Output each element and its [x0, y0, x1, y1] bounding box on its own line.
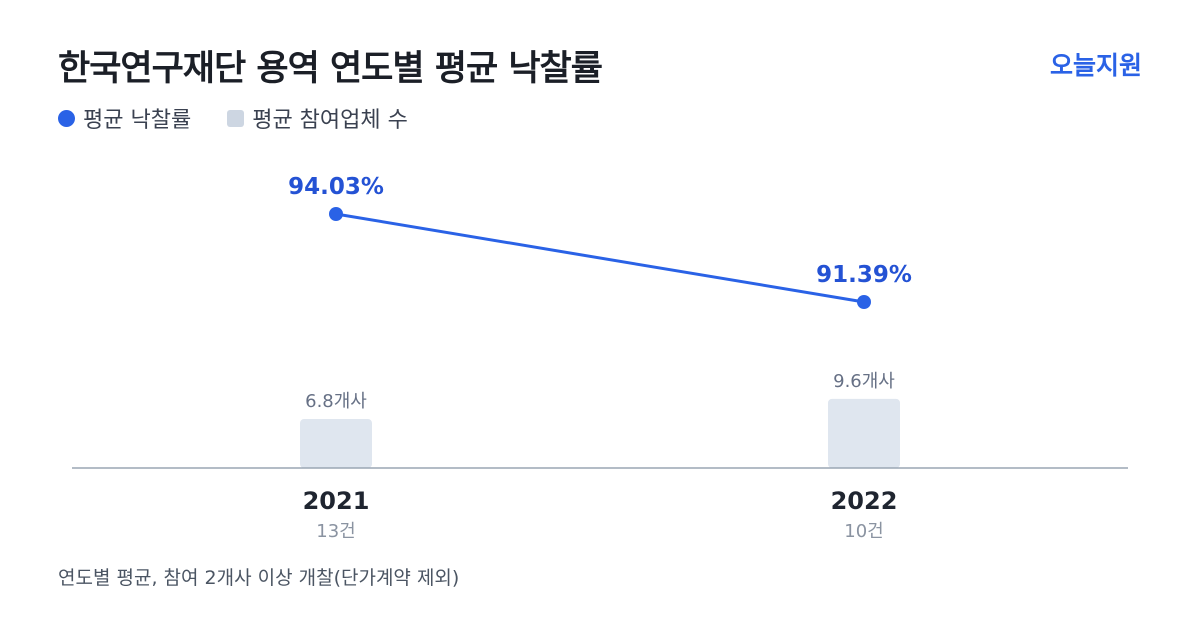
legend-item-rate: 평균 낙찰률	[58, 102, 191, 134]
bar-value-label: 6.8개사	[305, 391, 367, 412]
rate-point	[857, 295, 871, 309]
legend-label-rate: 평균 낙찰률	[83, 108, 192, 133]
rate-value-label: 94.03%	[288, 174, 384, 200]
x-tick-label: 2021	[303, 487, 370, 515]
x-tick-label: 2022	[831, 487, 898, 515]
legend: 평균 낙찰률 평균 참여업체 수	[58, 102, 408, 134]
rate-value-label: 91.39%	[816, 262, 912, 288]
bar	[300, 419, 372, 468]
legend-label-count: 평균 참여업체 수	[252, 108, 408, 133]
chart-title: 한국연구재단 용역 연도별 평균 낙찰률	[58, 49, 603, 89]
x-sub-label: 10건	[844, 521, 883, 542]
rate-line	[335, 212, 865, 304]
x-sub-label: 13건	[316, 521, 355, 542]
rate-point	[329, 207, 343, 221]
legend-item-count: 평균 참여업체 수	[227, 102, 408, 134]
legend-dot-icon	[58, 109, 75, 127]
brand-logo[interactable]: 오늘지원	[1049, 51, 1142, 80]
legend-square-icon	[227, 109, 245, 127]
footnote: 연도별 평균, 참여 2개사 이상 개찰(단가계약 제외)	[58, 567, 460, 589]
bar-value-label: 9.6개사	[833, 371, 895, 392]
bar	[828, 398, 900, 468]
